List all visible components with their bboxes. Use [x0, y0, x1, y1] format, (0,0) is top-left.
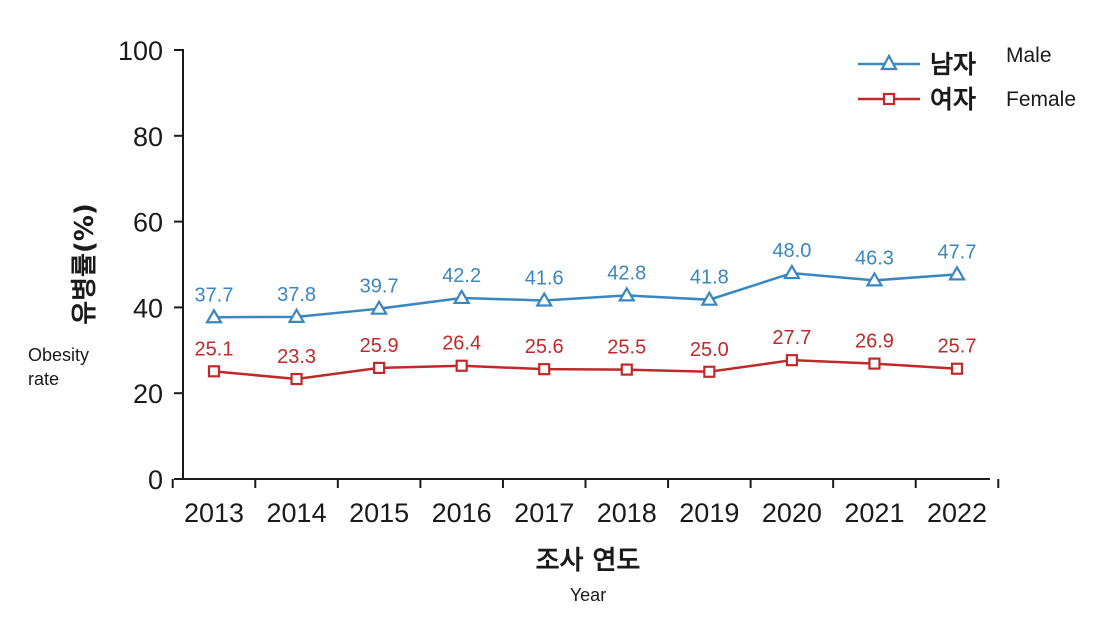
- legend-male-label-en: Male: [1006, 44, 1052, 67]
- x-tick-label: 2013: [184, 498, 244, 528]
- series-male-marker: [782, 263, 801, 280]
- x-axis-title: 조사 연도: [536, 546, 641, 576]
- series-male-marker: [205, 308, 223, 324]
- series-female-marker: [373, 361, 386, 374]
- series-female-marker: [538, 363, 551, 376]
- y-tick-label: 100: [118, 36, 163, 66]
- series-male-marker: [287, 307, 306, 323]
- y-tick-label: 40: [133, 293, 163, 323]
- series-male-data-label: 39.7: [360, 276, 399, 298]
- series-female-marker: [703, 365, 716, 378]
- series-male-marker: [452, 288, 471, 305]
- series-female-marker: [868, 357, 881, 370]
- series-male-data-label: 41.8: [690, 267, 729, 289]
- x-tick-labels: 2013 2014 2015 2016 2017 2018 2019 2020 2021 2022: [184, 498, 987, 528]
- series-female-marker: [455, 359, 468, 372]
- series-female-line: [213, 358, 958, 381]
- series-male-marker: [948, 265, 966, 281]
- legend-female-label: 여자: [930, 85, 976, 114]
- series-male-marker: [535, 291, 554, 307]
- x-axis-subtitle: Year: [570, 585, 606, 605]
- legend-item-male: 남자 Male: [858, 44, 1052, 79]
- series-male-marker: [370, 299, 389, 315]
- y-axis-title: 유병률(%): [70, 203, 100, 325]
- y-tick-label: 20: [133, 379, 163, 409]
- series-female-data-label: 25.6: [525, 336, 564, 358]
- x-tick-label: 2020: [762, 498, 822, 528]
- series-layer: 37.7 37.8 39.7 42.2 41.6 42.8 41.8 48.0 46.3 47.7…: [195, 240, 977, 386]
- series-female-marker: [620, 363, 633, 376]
- series-male-data-label: 42.8: [607, 262, 646, 284]
- y-tick-labels: 0 20 40 60 80 100: [118, 36, 163, 495]
- series-female-data-label: 23.3: [277, 346, 316, 368]
- axes: [171, 49, 1000, 488]
- series-male-data-label: 48.0: [772, 240, 811, 262]
- series-female-marker: [290, 372, 303, 386]
- series-male-marker: [865, 271, 884, 287]
- series-male-marker: [617, 286, 636, 302]
- y-tick-label: 0: [148, 465, 163, 495]
- series-male-line: [213, 271, 958, 319]
- series-female-data-label: 26.9: [855, 331, 894, 353]
- x-tick-label: 2016: [432, 498, 492, 528]
- series-female-data-label: 27.7: [772, 327, 811, 349]
- series-female-data-label: 25.5: [607, 337, 646, 359]
- x-tick-label: 2017: [514, 498, 574, 528]
- x-tick-label: 2022: [927, 498, 987, 528]
- series-male: 37.7 37.8 39.7 42.2 41.6 42.8 41.8 48.0 46.3 47.7: [195, 240, 977, 324]
- series-female-marker: [950, 362, 964, 375]
- series-female-data-label: 25.7: [938, 336, 977, 358]
- series-male-data-label: 46.3: [855, 247, 894, 269]
- series-male-marker: [700, 290, 719, 306]
- series-female: 25.1 23.3 25.9 26.4 25.6 25.5 25.0 27.7 26.9 25.7: [195, 327, 977, 386]
- y-tick-label: 60: [133, 208, 163, 238]
- legend-male-label: 남자: [930, 50, 976, 79]
- x-tick-label: 2019: [679, 498, 739, 528]
- legend: 남자 Male 여자 Female: [858, 44, 1076, 114]
- legend-item-female: 여자 Female: [858, 85, 1076, 114]
- series-female-marker: [207, 365, 221, 378]
- legend-female-square-icon: [882, 92, 896, 106]
- series-female-data-label: 26.4: [442, 333, 481, 355]
- series-male-data-label: 37.7: [195, 284, 234, 306]
- legend-female-label-en: Female: [1006, 88, 1076, 111]
- series-female-data-label: 25.0: [690, 339, 729, 361]
- legend-male-triangle-icon: [880, 53, 898, 71]
- x-tick-label: 2015: [349, 498, 409, 528]
- y-axis-subtitle-line2: rate: [28, 369, 59, 389]
- series-male-data-label: 42.2: [442, 265, 481, 287]
- series-male-data-label: 47.7: [938, 241, 977, 263]
- series-female-marker: [785, 354, 798, 367]
- series-female-data-label: 25.1: [195, 338, 234, 360]
- y-tick-label: 80: [133, 122, 163, 152]
- series-female-data-label: 25.9: [360, 335, 399, 357]
- x-tick-label: 2018: [597, 498, 657, 528]
- series-male-data-label: 41.6: [525, 268, 564, 290]
- y-axis-subtitle-line1: Obesity: [28, 345, 89, 365]
- x-tick-label: 2014: [267, 498, 327, 528]
- x-tick-label: 2021: [844, 498, 904, 528]
- series-male-data-label: 37.8: [277, 284, 316, 306]
